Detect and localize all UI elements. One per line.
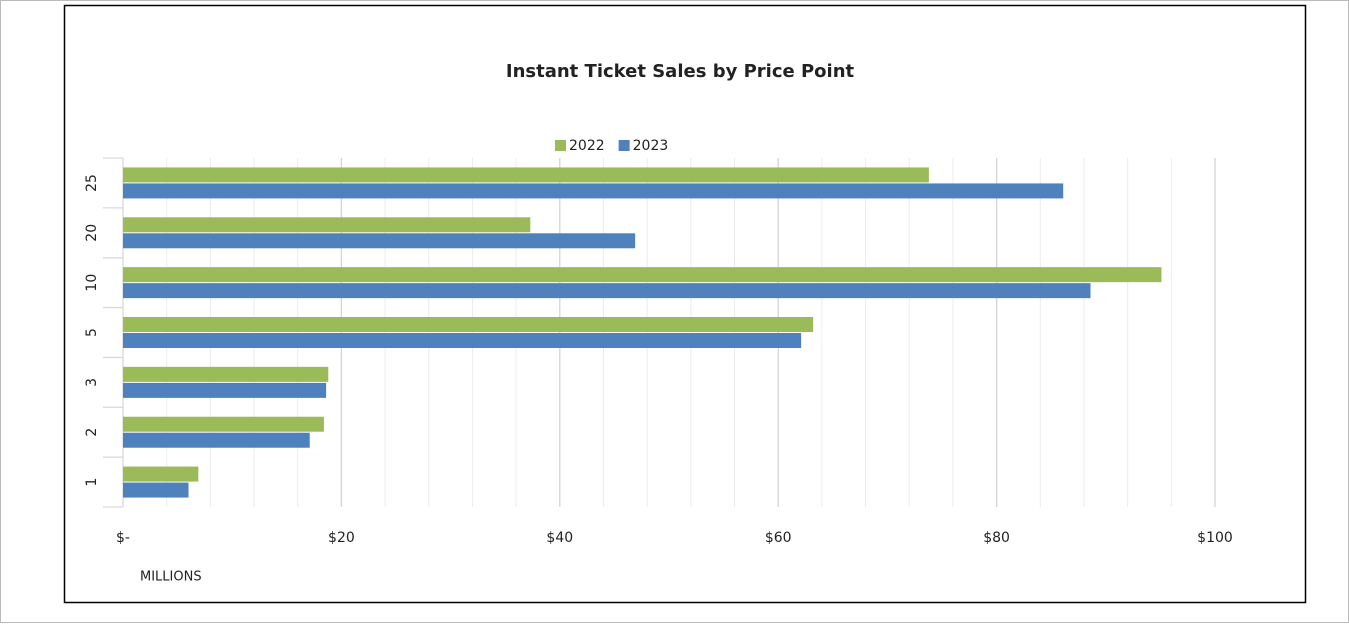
bar xyxy=(123,366,329,382)
bar xyxy=(123,317,814,332)
bar xyxy=(123,482,189,498)
chart-frame xyxy=(63,4,1307,604)
y-tick-label: 3 xyxy=(84,378,100,387)
bar xyxy=(123,416,324,432)
bar xyxy=(123,333,802,348)
x-tick-label: $100 xyxy=(1197,530,1233,546)
y-tick-label: 20 xyxy=(84,224,100,242)
x-tick-label: $40 xyxy=(546,530,573,546)
x-axis-label: MILLIONS xyxy=(140,570,202,585)
x-tick-label: $60 xyxy=(765,530,792,546)
bar xyxy=(123,466,199,482)
legend-label: 2023 xyxy=(633,138,669,154)
legend-swatch xyxy=(555,140,566,151)
bar xyxy=(123,167,929,183)
y-tick-label: 1 xyxy=(84,478,100,487)
bar xyxy=(123,233,636,249)
bar xyxy=(123,183,1064,199)
x-tick-label: $- xyxy=(116,530,130,546)
legend-swatch xyxy=(618,140,630,151)
bar xyxy=(123,283,1091,299)
chart-title: Instant Ticket Sales by Price Point xyxy=(506,61,855,82)
y-tick-label: 25 xyxy=(84,174,100,192)
bar xyxy=(123,382,327,398)
bar xyxy=(123,267,1162,283)
x-tick-label: $80 xyxy=(983,530,1010,546)
y-tick-label: 2 xyxy=(84,428,100,437)
bar xyxy=(123,217,531,233)
y-tick-label: 5 xyxy=(84,328,100,337)
y-tick-label: 10 xyxy=(84,274,100,292)
legend-label: 2022 xyxy=(569,138,605,154)
x-tick-label: $20 xyxy=(328,530,355,546)
bar xyxy=(123,432,310,448)
